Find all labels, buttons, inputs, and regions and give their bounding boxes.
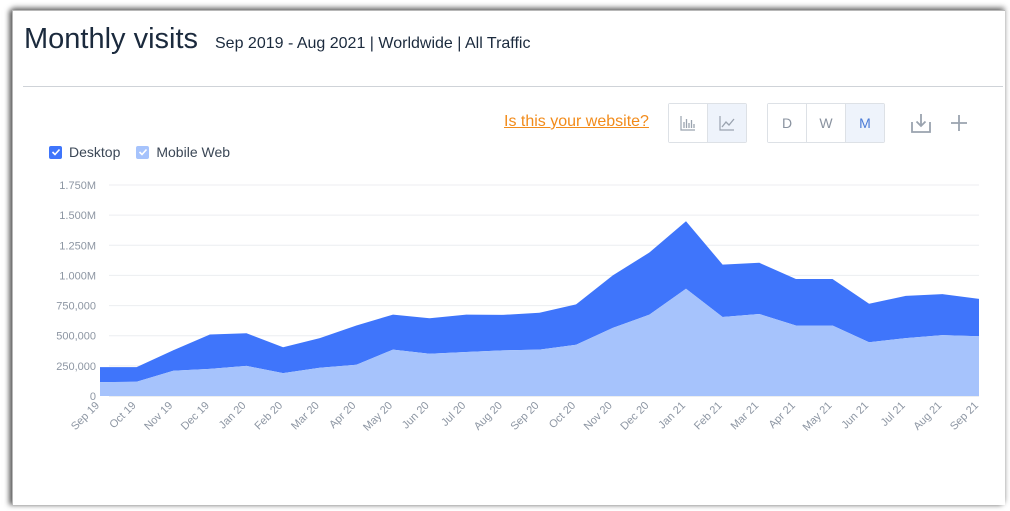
x-tick-label: Jun 21 [839, 400, 871, 432]
download-icon [911, 114, 931, 133]
desktop-checkbox[interactable] [49, 145, 62, 159]
x-tick-label: Oct 19 [107, 400, 138, 431]
x-tick-label: May 21 [801, 400, 835, 434]
x-tick-label: Oct 20 [547, 400, 578, 431]
x-tick-label: Apr 21 [767, 400, 798, 431]
y-tick-label: 750,000 [56, 301, 96, 313]
x-tick-label: Nov 19 [142, 400, 175, 433]
legend-label-mobile-web: Mobile Web [156, 144, 231, 160]
x-tick-label: Mar 21 [729, 400, 762, 433]
x-tick-label: Sep 19 [69, 400, 102, 433]
bar-chart-icon [680, 116, 695, 131]
y-tick-label: 1.000M [59, 270, 96, 282]
chart-type-toggle [668, 103, 747, 143]
x-tick-label: May 20 [361, 400, 395, 434]
page-subtitle: Sep 2019 - Aug 2021 | Worldwide | All Tr… [215, 35, 531, 52]
legend-item-mobile-web[interactable]: Mobile Web [136, 144, 230, 160]
x-tick-label: Sep 20 [508, 400, 541, 433]
granularity-monthly-button[interactable]: M [845, 104, 884, 142]
x-tick-label: Nov 20 [582, 400, 615, 433]
header-divider [23, 86, 1003, 87]
legend-label-desktop: Desktop [69, 144, 121, 160]
legend-item-desktop[interactable]: Desktop [49, 144, 120, 160]
monthly-visits-card: Monthly visits Sep 2019 - Aug 2021 | Wor… [12, 10, 1005, 505]
x-tick-label: Feb 20 [253, 400, 286, 433]
check-icon [138, 148, 147, 156]
y-tick-label: 1.750M [59, 180, 96, 192]
add-button[interactable] [946, 110, 972, 136]
x-tick-label: Jul 21 [879, 400, 908, 429]
chart-legend: Desktop Mobile Web [49, 144, 230, 160]
x-tick-label: Dec 19 [179, 400, 212, 433]
y-tick-label: 500,000 [56, 331, 96, 343]
granularity-toggle: D W M [767, 103, 885, 143]
x-tick-label: Dec 20 [618, 400, 651, 433]
y-tick-label: 1.250M [59, 240, 96, 252]
plus-icon [951, 115, 967, 131]
x-tick-label: Jan 21 [656, 400, 688, 432]
line-chart-button[interactable] [707, 104, 746, 142]
x-tick-label: Sep 21 [948, 400, 981, 433]
x-tick-label: Mar 20 [289, 400, 322, 433]
series-area-desktop [100, 221, 979, 383]
x-tick-label: Jun 20 [400, 400, 432, 432]
x-tick-label: Aug 21 [911, 400, 944, 433]
x-tick-label: Jul 20 [439, 400, 468, 429]
claim-website-link[interactable]: Is this your website? [504, 113, 649, 130]
x-tick-label: Aug 20 [472, 400, 505, 433]
y-tick-label: 0 [90, 391, 96, 403]
mobile-web-checkbox[interactable] [136, 145, 150, 159]
granularity-daily-button[interactable]: D [768, 104, 806, 142]
download-button[interactable] [908, 110, 934, 136]
granularity-weekly-button[interactable]: W [806, 104, 845, 142]
x-tick-label: Apr 20 [327, 400, 358, 431]
y-tick-label: 250,000 [56, 361, 96, 373]
line-chart-icon [719, 116, 735, 131]
y-tick-label: 1.500M [59, 210, 96, 222]
series-area-mobile-web [100, 288, 979, 396]
page-title: Monthly visits [24, 23, 199, 55]
bar-chart-button[interactable] [669, 104, 707, 142]
x-tick-label: Feb 21 [692, 400, 725, 433]
x-tick-label: Jan 20 [217, 400, 249, 432]
monthly-visits-chart: 0 250,000 500,000 750,000 1.000M 1.250M 1.500M… [56, 180, 981, 434]
check-icon [51, 148, 60, 156]
